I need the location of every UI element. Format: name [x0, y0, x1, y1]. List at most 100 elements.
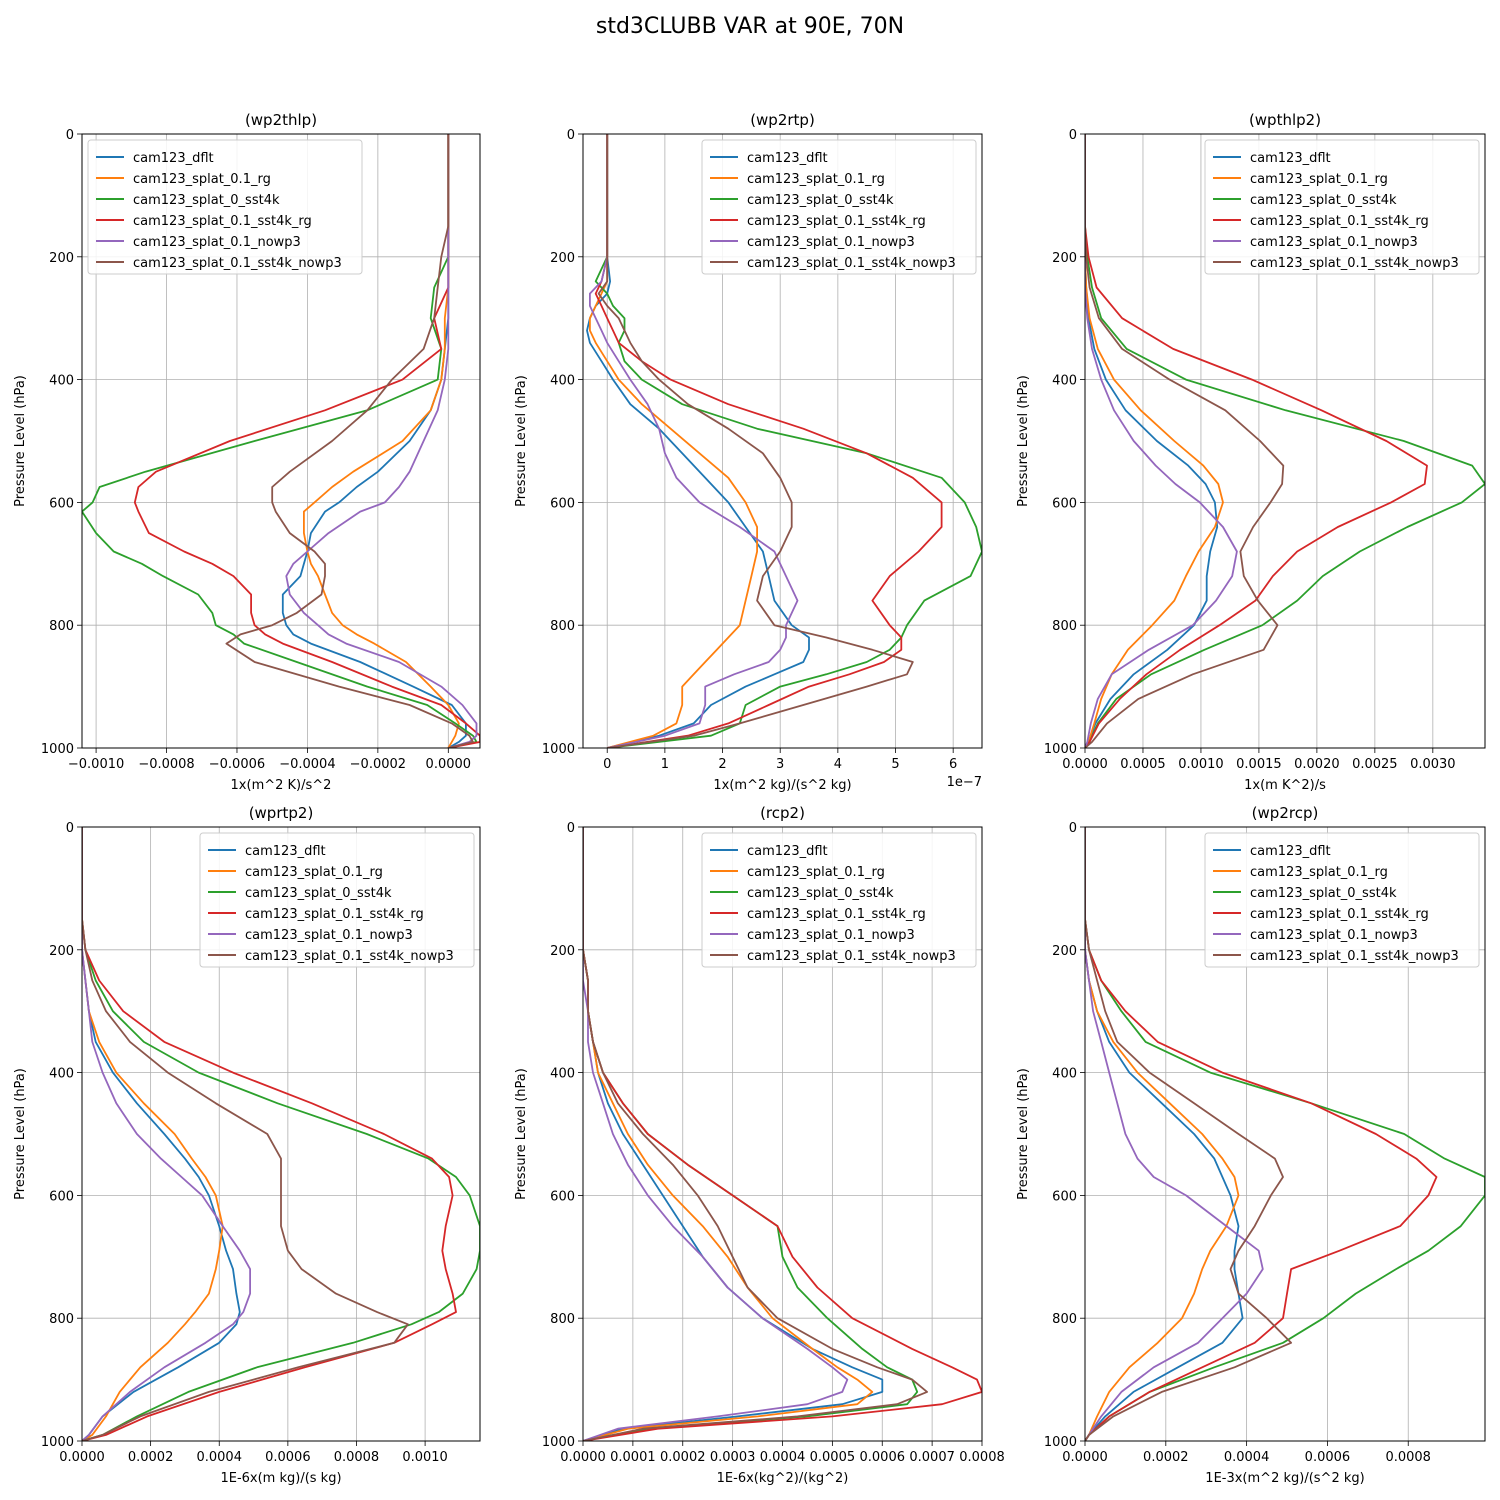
legend-label-2: cam123_splat_0.1_rg	[747, 172, 885, 187]
legend-label-1: cam123_dflt	[747, 844, 828, 859]
y-tick-label: 200	[1052, 944, 1077, 959]
panel-title: (wp2rtp)	[750, 111, 815, 129]
x-tick-label: 0.0004	[196, 1450, 242, 1465]
y-tick-label: 600	[1052, 1189, 1077, 1204]
series-lines	[1085, 134, 1485, 748]
y-tick-label: 400	[49, 374, 74, 389]
x-tick-label: 0.0015	[1236, 757, 1282, 772]
legend-label-3: cam123_splat_0_sst4k	[245, 886, 392, 901]
legend-label-5: cam123_splat_0.1_nowp3	[747, 235, 915, 250]
x-tick-label: 0.0006	[860, 1450, 906, 1465]
legend-box	[87, 139, 363, 275]
x-tick-label: 0.0000	[1062, 757, 1108, 772]
x-tick-label: 0.0020	[1294, 757, 1340, 772]
legend-label-2: cam123_splat_0.1_rg	[245, 865, 383, 880]
y-tick-label: 1000	[542, 742, 575, 757]
legend-label-4: cam123_splat_0.1_sst4k_rg	[245, 907, 424, 922]
axes-frame	[582, 826, 983, 1442]
series-lines	[1085, 827, 1485, 1441]
legend-label-4: cam123_splat_0.1_sst4k_rg	[1250, 214, 1429, 229]
series-line-5	[1085, 827, 1264, 1441]
series-line-4	[1085, 827, 1438, 1441]
y-tick-label: 1000	[542, 1435, 575, 1450]
y-axis-label: Pressure Level (hPa)	[13, 375, 28, 507]
series-line-6	[583, 827, 928, 1441]
x-tick-label: 0.0006	[265, 1450, 311, 1465]
y-tick-label: 800	[550, 619, 575, 634]
legend: cam123_dflt cam123_splat_0.1_rg cam123_spl…	[701, 832, 977, 968]
axes-frame	[1084, 133, 1486, 749]
legend-label-5: cam123_splat_0.1_nowp3	[1250, 928, 1418, 943]
x-tick-label: 4	[834, 757, 842, 772]
legend: cam123_dflt cam123_splat_0.1_rg cam123_spl…	[1204, 832, 1480, 968]
x-tick-label: 0.0000	[426, 757, 472, 772]
x-tick-label: 0.0008	[959, 1450, 1005, 1465]
legend-label-3: cam123_splat_0_sst4k	[747, 886, 894, 901]
y-tick-label: 200	[49, 251, 74, 266]
legend-label-1: cam123_dflt	[1250, 844, 1331, 859]
y-tick-label: 1000	[41, 742, 74, 757]
series-line-5	[589, 134, 799, 748]
series-line-6	[82, 827, 409, 1441]
y-tick-label: 200	[1052, 251, 1077, 266]
panel-2: 0 1 2 3 4 5 6 0 200 400 600 800 1000 (wp2rtp) 1x(m^2 k…	[514, 111, 983, 793]
x-tick-label: 0.0003	[710, 1450, 756, 1465]
legend-label-2: cam123_splat_0.1_rg	[1250, 865, 1388, 880]
series-line-4	[1085, 134, 1428, 748]
legend-label-5: cam123_splat_0.1_nowp3	[747, 928, 915, 943]
series-line-5	[1085, 134, 1238, 748]
series-line-6	[1085, 827, 1292, 1441]
legend: cam123_dflt cam123_splat_0.1_rg cam123_spl…	[87, 139, 363, 275]
legend-label-6: cam123_splat_0.1_sst4k_nowp3	[133, 256, 342, 271]
y-axis-label: Pressure Level (hPa)	[514, 375, 529, 507]
x-tick-label: 0.0005	[1120, 757, 1166, 772]
x-tick-label: 0.0002	[128, 1450, 174, 1465]
x-tick-label: 0	[603, 757, 611, 772]
legend-label-1: cam123_dflt	[245, 844, 326, 859]
series-line-5	[82, 827, 252, 1441]
y-tick-label: 0	[567, 821, 575, 836]
x-tick-label: 0.0010	[402, 1450, 448, 1465]
x-tick-label: 0.0010	[1178, 757, 1224, 772]
series-lines	[586, 134, 982, 748]
y-axis-label: Pressure Level (hPa)	[13, 1068, 28, 1200]
legend: cam123_dflt cam123_splat_0.1_rg cam123_spl…	[1204, 139, 1480, 275]
series-line-3	[82, 134, 478, 748]
axes-frame	[81, 133, 481, 749]
axes-frame	[582, 133, 983, 749]
y-tick-label: 400	[550, 1067, 575, 1082]
x-tick-label: −0.0002	[350, 757, 406, 772]
legend-label-6: cam123_splat_0.1_sst4k_nowp3	[1250, 256, 1459, 271]
x-axis-label: 1x(m K^2)/s	[1244, 778, 1326, 793]
panel-6: 0.0000 0.0002 0.0004 0.0006 0.0008 0 200 400 600…	[1016, 804, 1486, 1486]
series-line-2	[589, 134, 758, 748]
panel-5: 0.0000 0.0001 0.0002 0.0003 0.0004 0.0005 0.00…	[514, 804, 1005, 1486]
x-tick-label: 0.0008	[1385, 1450, 1431, 1465]
x-tick-label: −0.0004	[279, 757, 335, 772]
y-tick-label: 600	[49, 1189, 74, 1204]
series-line-3	[82, 827, 480, 1441]
y-tick-label: 400	[550, 374, 575, 389]
y-tick-label: 800	[49, 619, 74, 634]
x-tick-label: −0.0008	[138, 757, 194, 772]
series-line-1	[1085, 134, 1219, 748]
series-line-4	[594, 134, 943, 748]
panel-title: (wprtp2)	[249, 804, 314, 822]
y-tick-label: 600	[550, 496, 575, 511]
x-tick-label: 0.0007	[909, 1450, 955, 1465]
x-tick-label: 2	[718, 757, 726, 772]
y-tick-label: 400	[1052, 374, 1077, 389]
y-axis-label: Pressure Level (hPa)	[1016, 1068, 1031, 1200]
legend-label-2: cam123_splat_0.1_rg	[1250, 172, 1388, 187]
x-tick-label: 3	[776, 757, 784, 772]
series-lines	[82, 134, 480, 748]
legend-label-4: cam123_splat_0.1_sst4k_rg	[1250, 907, 1429, 922]
series-line-3	[594, 134, 982, 748]
x-offset-label: 1e−7	[947, 775, 982, 790]
panel-title: (rcp2)	[760, 804, 805, 822]
x-axis-label: 1E-6x(kg^2)/(kg^2)	[717, 1471, 849, 1486]
series-lines	[583, 827, 982, 1441]
panel-title: (wp2thlp)	[245, 111, 317, 129]
series-line-2	[1085, 134, 1224, 748]
